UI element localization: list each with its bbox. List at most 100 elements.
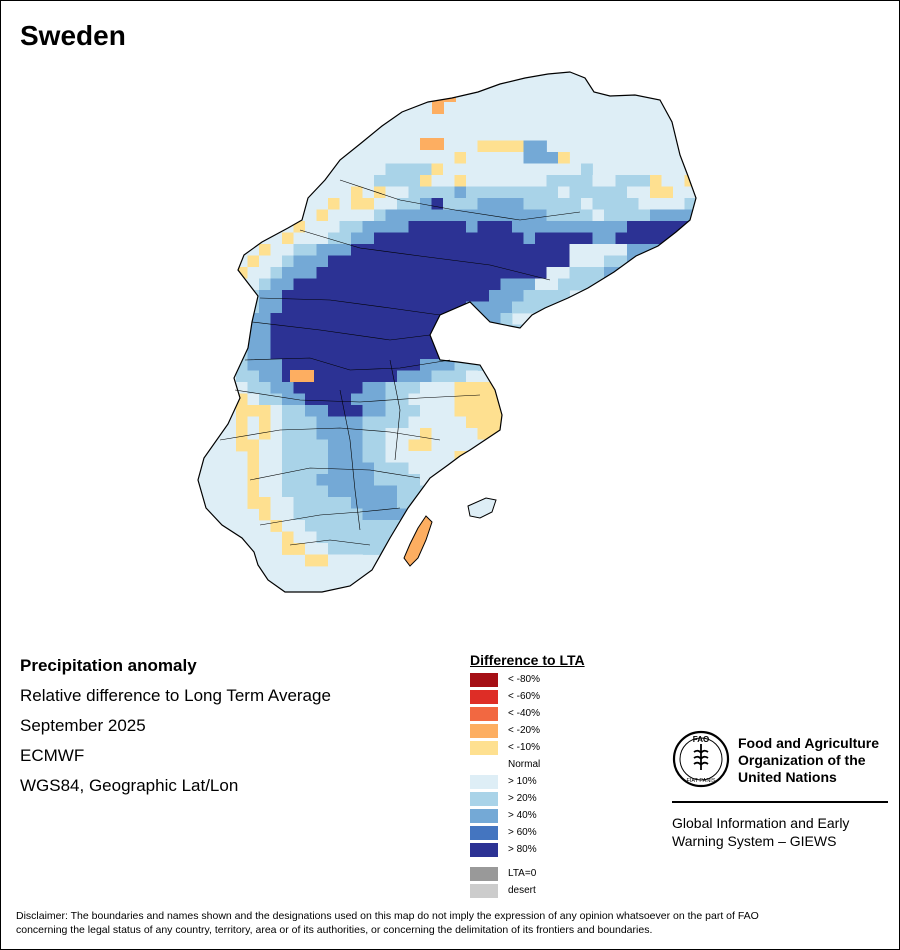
anomaly-cell (282, 439, 294, 452)
anomaly-cell (328, 198, 340, 210)
anomaly-cell (454, 209, 467, 222)
anomaly-cell (351, 347, 363, 360)
anomaly-cell (708, 210, 711, 222)
anomaly-cell (489, 462, 501, 475)
anomaly-cell (362, 497, 375, 509)
anomaly-cell (443, 359, 455, 371)
anomaly-cell (454, 198, 467, 210)
anomaly-cell (466, 198, 478, 210)
anomaly-cell (477, 324, 490, 337)
anomaly-cell (408, 175, 421, 187)
anomaly-cell (408, 393, 421, 406)
anomaly-cell (477, 382, 490, 394)
anomaly-cell (477, 278, 490, 291)
anomaly-cell (489, 313, 501, 325)
anomaly-cell (512, 209, 524, 222)
anomaly-cell (443, 313, 455, 325)
anomaly-cell (351, 382, 363, 394)
anomaly-cell (500, 347, 513, 360)
anomaly-cell (328, 405, 340, 417)
anomaly-cell (397, 221, 409, 233)
anomaly-cell (558, 278, 570, 291)
anomaly-cell (374, 451, 386, 463)
anomaly-cell (270, 290, 283, 302)
anomaly-cell (523, 221, 536, 233)
legend-swatch (470, 690, 498, 704)
anomaly-cell (546, 198, 559, 210)
anomaly-cell (489, 347, 501, 360)
anomaly-cell (339, 232, 352, 245)
anomaly-cell (305, 462, 317, 475)
anomaly-cell (420, 244, 432, 256)
legend-label: < -60% (508, 691, 540, 702)
anomaly-cell (259, 405, 271, 417)
anomaly-cell (247, 336, 260, 348)
anomaly-cell (431, 451, 444, 463)
anomaly-cell (362, 198, 375, 210)
anomaly-cell (293, 336, 306, 348)
anomaly-cell (305, 267, 317, 279)
anomaly-cell (339, 221, 352, 233)
anomaly-cell (454, 474, 467, 486)
anomaly-cell (592, 232, 605, 245)
anomaly-cell (466, 255, 478, 268)
anomaly-cell (638, 198, 651, 210)
anomaly-cell (408, 232, 421, 245)
anomaly-cell (431, 255, 444, 268)
anomaly-cell (420, 209, 432, 222)
anomaly-cell (454, 175, 467, 187)
anomaly-cell (466, 278, 478, 291)
anomaly-cell (339, 209, 352, 222)
anomaly-cell (535, 163, 547, 176)
anomaly-cell (443, 324, 455, 337)
anomaly-cell (408, 347, 421, 360)
anomaly-cell (282, 428, 294, 440)
variable-subtitle: Relative difference to Long Term Average (20, 686, 331, 705)
anomaly-cell (408, 382, 421, 394)
anomaly-cell (385, 497, 398, 509)
anomaly-cell (431, 232, 444, 245)
anomaly-cell (397, 462, 409, 475)
anomaly-cell (270, 393, 283, 406)
anomaly-cell (385, 175, 398, 187)
anomaly-cell (535, 232, 547, 245)
anomaly-cell (569, 278, 582, 291)
anomaly-cell (397, 336, 409, 348)
anomaly-cell (351, 267, 363, 279)
anomaly-cell (351, 543, 363, 555)
anomaly-cell (374, 336, 386, 348)
anomaly-cell (408, 301, 421, 314)
anomaly-cell (535, 221, 547, 233)
anomaly-cell (259, 336, 271, 348)
anomaly-cell (443, 416, 455, 429)
legend-item: < -40% (470, 706, 585, 723)
anomaly-cell (627, 244, 639, 256)
anomaly-cell (259, 301, 271, 314)
anomaly-cell (673, 198, 685, 210)
anomaly-cell (236, 324, 248, 337)
anomaly-cell (316, 474, 329, 486)
legend-swatch (470, 707, 498, 721)
anomaly-cell (351, 520, 363, 532)
anomaly-cell (224, 324, 237, 337)
anomaly-cell (535, 267, 547, 279)
anomaly-cell (339, 497, 352, 509)
anomaly-cell (351, 313, 363, 325)
anomaly-cell (316, 347, 329, 360)
anomaly-cell (293, 301, 306, 314)
anomaly-cell (374, 255, 386, 268)
anomaly-cell (443, 393, 455, 406)
anomaly-cell (397, 405, 409, 417)
anomaly-cell (224, 290, 237, 302)
anomaly-cell (466, 416, 478, 429)
anomaly-cell (305, 485, 317, 498)
anomaly-cell (351, 439, 363, 452)
anomaly-cell (684, 198, 696, 210)
anomaly-cell (420, 485, 432, 498)
anomaly-cell (339, 439, 352, 452)
anomaly-cell (351, 301, 363, 314)
anomaly-cell (500, 140, 513, 153)
anomaly-cell (213, 290, 225, 302)
anomaly-cell (293, 416, 306, 429)
anomaly-cell (500, 209, 513, 222)
